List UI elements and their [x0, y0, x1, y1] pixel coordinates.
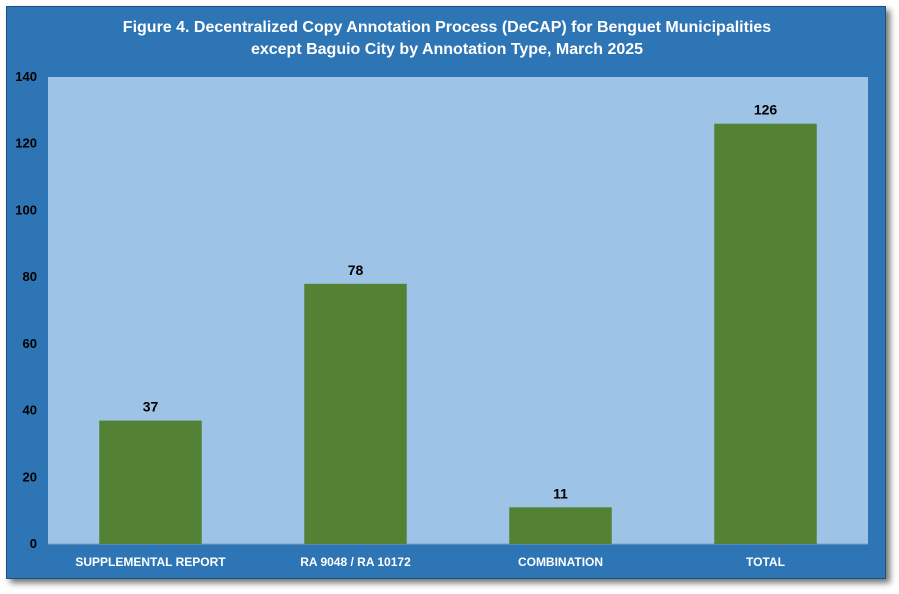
data-label: 11 [553, 485, 568, 501]
data-label: 126 [754, 102, 778, 118]
data-labels: 37 78 11 126 [143, 102, 778, 502]
y-tick-label: 120 [15, 136, 37, 151]
chart-title-line-2: except Baguio City by Annotation Type, M… [250, 41, 644, 58]
bar-ra-9048-ra-10172 [304, 283, 407, 544]
y-tick-label: 40 [23, 403, 37, 418]
x-axis: SUPPLEMENTAL REPORT RA 9048 / RA 10172 COM… [75, 555, 785, 569]
x-tick-label: TOTAL [746, 555, 785, 569]
y-tick-label: 100 [15, 202, 37, 217]
bar-combination [509, 507, 612, 544]
bars [99, 123, 817, 544]
data-label: 78 [348, 262, 364, 278]
y-tick-label: 20 [23, 469, 37, 484]
y-tick-label: 140 [15, 69, 37, 84]
chart-title: Figure 4. Decentralized Copy Annotation … [7, 17, 887, 61]
y-axis: 0 20 40 60 80 100 120 140 [15, 69, 37, 551]
bar-supplemental-report [99, 420, 202, 544]
x-tick-label: COMBINATION [518, 555, 603, 569]
bar-total [714, 123, 817, 544]
y-tick-label: 80 [23, 269, 37, 284]
y-tick-label: 60 [23, 336, 37, 351]
x-tick-label: SUPPLEMENTAL REPORT [75, 555, 226, 569]
y-tick-label: 0 [30, 536, 37, 551]
data-label: 37 [143, 399, 159, 415]
x-tick-label: RA 9048 / RA 10172 [300, 555, 411, 569]
chart-title-line-1: Figure 4. Decentralized Copy Annotation … [122, 19, 772, 36]
